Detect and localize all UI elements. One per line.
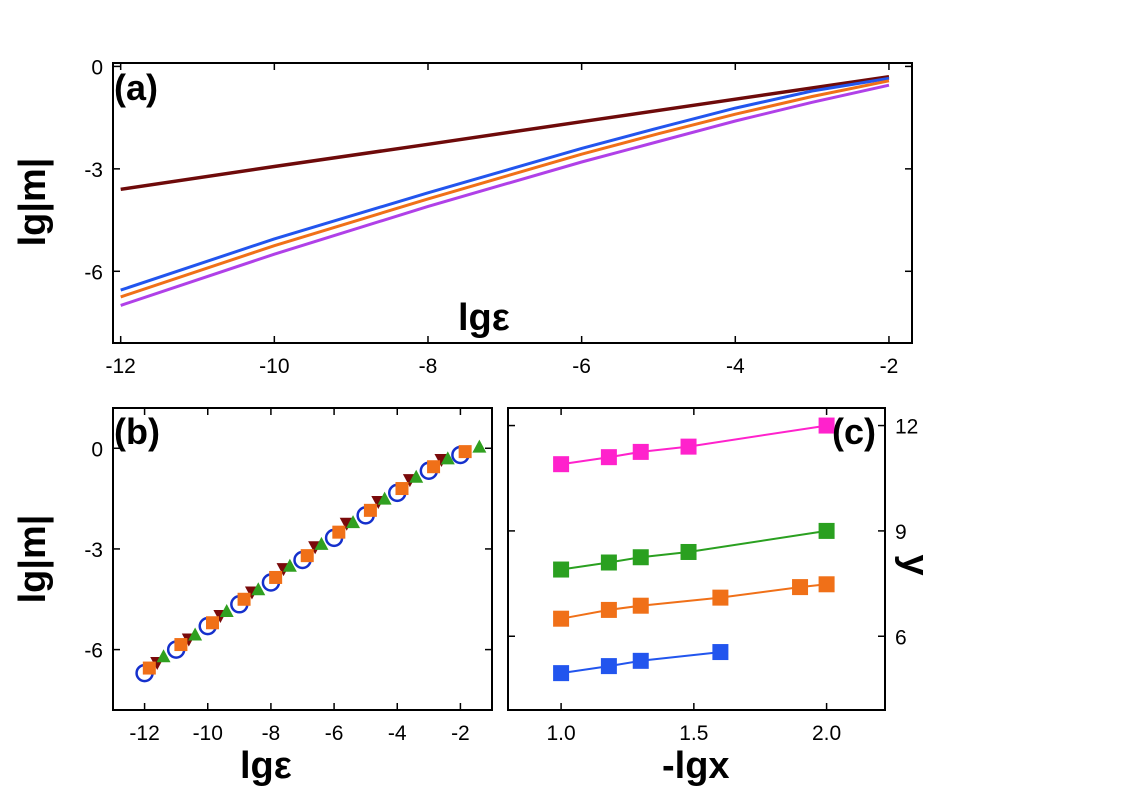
panel-a-x-axis-title: lgε [458, 297, 510, 339]
x-tick-label: 2.0 [812, 722, 841, 745]
x-tick-label: -10 [193, 722, 223, 745]
panel-a-y-axis-title: lg|m| [12, 158, 54, 247]
plot-area [553, 417, 835, 682]
data-point [332, 525, 346, 539]
panel-a-label: (a) [114, 67, 158, 108]
data-point [395, 482, 409, 496]
y-tick-label: -3 [84, 539, 103, 562]
data-point [377, 491, 392, 505]
data-point [600, 658, 617, 675]
panel-a-ticks: -12 -10 -8 -6 -4 -2 0 -3 -6 [84, 56, 912, 378]
panel-b-label: (b) [114, 411, 160, 452]
data-point [712, 589, 729, 606]
x-tick-label: -8 [419, 355, 438, 378]
data-point [712, 644, 729, 661]
data-point [314, 536, 329, 550]
data-point [237, 592, 251, 606]
data-point [440, 451, 455, 465]
data-point [251, 582, 266, 596]
fit-line [560, 651, 721, 675]
data-point [282, 558, 297, 572]
panel-b-x-axis-title: lgε [240, 745, 292, 787]
panel-c-x-axis-title: -lgx [662, 745, 730, 787]
data-point [553, 610, 570, 627]
data-point [472, 439, 487, 453]
x-tick-label: 1.5 [679, 722, 708, 745]
data-point [553, 456, 570, 473]
x-tick-label: -6 [325, 722, 344, 745]
data-point [346, 515, 361, 529]
panel-b-ticks: -12 -10 -8 -6 -4 -2 0 -3 -6 [84, 408, 492, 745]
data-point [632, 652, 649, 669]
data-point [818, 522, 835, 539]
x-tick-label: 1.0 [546, 722, 575, 745]
plot-area [135, 439, 487, 683]
data-point [600, 554, 617, 571]
data-point [458, 445, 472, 459]
data-point [792, 579, 809, 596]
data-point [553, 665, 570, 682]
series-line [120, 83, 890, 307]
data-point [632, 549, 649, 566]
x-tick-label: -12 [106, 355, 136, 378]
panel-c-ticks: 1.0 1.5 2.0 6 9 12 [508, 408, 918, 745]
data-point [427, 460, 441, 474]
data-point [818, 576, 835, 593]
y-tick-label: 9 [895, 521, 907, 544]
data-point [156, 649, 171, 663]
data-point [188, 627, 203, 641]
data-point [300, 549, 314, 563]
data-point [363, 503, 377, 517]
x-tick-label: -12 [129, 722, 159, 745]
data-point [409, 469, 424, 483]
y-tick-label: 0 [91, 56, 103, 79]
panel-b-y-axis-title: lg|m| [12, 515, 54, 604]
panel-b: -12 -10 -8 -6 -4 -2 0 -3 -6 (b) lgε lg|m| [12, 407, 493, 787]
panel-c-y-axis-title: y [894, 554, 936, 575]
x-tick-label: -2 [880, 355, 899, 378]
data-point [600, 601, 617, 618]
series-line [120, 76, 890, 292]
x-tick-label: -10 [259, 355, 289, 378]
data-point [174, 638, 188, 652]
data-point [219, 604, 234, 618]
series-line [120, 79, 890, 299]
data-point [600, 449, 617, 466]
y-tick-label: 0 [91, 438, 103, 461]
x-tick-label: -2 [451, 722, 470, 745]
data-point [818, 417, 835, 434]
data-point [142, 661, 156, 675]
y-tick-label: 6 [895, 626, 907, 649]
y-tick-label: -3 [84, 159, 103, 182]
data-point [205, 616, 219, 630]
x-tick-label: -4 [388, 722, 407, 745]
x-tick-label: -8 [262, 722, 281, 745]
x-tick-label: -6 [572, 355, 591, 378]
series-line [120, 74, 890, 192]
panel-c-data [553, 417, 835, 682]
panel-c: 1.0 1.5 2.0 6 9 12 (c) -lgx y [507, 407, 936, 787]
data-point [269, 570, 283, 584]
y-tick-label: -6 [84, 261, 103, 284]
y-tick-label: 12 [895, 416, 918, 439]
panel-a-frame [112, 62, 913, 344]
x-tick-label: -4 [726, 355, 745, 378]
plot-area [120, 74, 890, 307]
panel-c-label: (c) [832, 411, 876, 452]
data-point [680, 438, 697, 455]
y-tick-label: -6 [84, 640, 103, 663]
panel-c-frame [507, 407, 886, 711]
data-point [632, 443, 649, 460]
data-point [632, 597, 649, 614]
panel-a: -12 -10 -8 -6 -4 -2 0 -3 -6 (a) lgε lg|m| [12, 56, 913, 378]
panel-b-frame [112, 407, 493, 711]
panel-a-data [120, 74, 890, 307]
data-point [553, 561, 570, 578]
data-point [680, 543, 697, 560]
panel-b-data [135, 439, 487, 683]
